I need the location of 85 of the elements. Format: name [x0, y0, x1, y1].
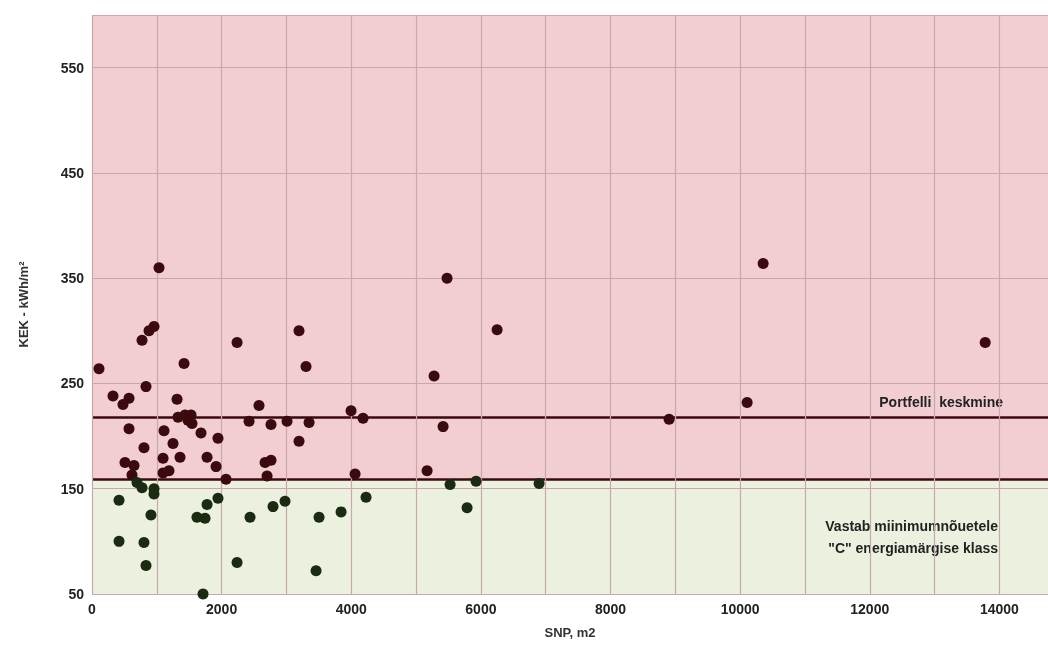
x-tick-label: 0: [88, 601, 97, 617]
point: [428, 370, 440, 382]
point: [421, 465, 433, 477]
x-tick-label: 6000: [465, 601, 497, 617]
point: [533, 477, 545, 489]
point: [267, 501, 279, 513]
point: [119, 456, 131, 468]
point: [663, 413, 675, 425]
ref-line-label: Portfelli keskmine: [879, 394, 1004, 411]
point: [461, 502, 473, 514]
point: [979, 336, 991, 348]
point: [310, 565, 322, 577]
point: [171, 393, 183, 405]
point: [163, 465, 175, 477]
point: [197, 588, 209, 600]
point: [138, 536, 150, 548]
point: [279, 495, 291, 507]
y-tick-label: 50: [68, 586, 85, 602]
point: [117, 399, 129, 411]
point: [265, 419, 277, 431]
point: [265, 454, 277, 466]
point: [113, 494, 125, 506]
x-tick-label: 10000: [720, 601, 760, 617]
point: [212, 432, 224, 444]
point: [140, 560, 152, 572]
x-tick-label: 12000: [850, 601, 890, 617]
point: [212, 492, 224, 504]
point: [136, 334, 148, 346]
y-axis-title: KEK - kWh/m²: [16, 260, 31, 348]
y-tick-label: 450: [60, 164, 85, 181]
point: [174, 451, 186, 463]
y-tick-label: 350: [60, 270, 85, 287]
point: [243, 415, 255, 427]
point: [244, 511, 256, 523]
x-tick-label: 4000: [335, 601, 368, 617]
point: [138, 442, 150, 454]
point: [107, 390, 119, 402]
point: [300, 361, 312, 373]
point: [210, 461, 222, 473]
point: [261, 470, 273, 482]
point: [437, 421, 449, 433]
point: [231, 336, 243, 348]
point: [253, 400, 265, 412]
point: [178, 357, 190, 369]
x-axis-title: SNP, m2: [544, 625, 596, 640]
point: [93, 363, 105, 375]
point: [199, 512, 211, 524]
point: [158, 425, 170, 437]
point: [157, 452, 169, 464]
point: [201, 499, 213, 511]
point: [128, 460, 140, 472]
point: [441, 272, 453, 284]
point: [195, 427, 207, 439]
point: [357, 412, 369, 424]
point: [281, 415, 293, 427]
band-label: Vastab miinimumnõuetele "C" energiamärgise klass: [825, 517, 999, 556]
point: [113, 535, 125, 547]
point: [349, 468, 361, 480]
point: [293, 325, 305, 337]
point: [167, 437, 179, 449]
point: [140, 381, 152, 393]
y-tick-label: 150: [60, 480, 85, 497]
point: [491, 324, 503, 336]
point: [345, 405, 357, 417]
point: [444, 479, 456, 491]
point: [313, 511, 325, 523]
point: [136, 482, 148, 494]
point: [757, 257, 769, 269]
point: [741, 396, 753, 408]
point: [360, 491, 372, 503]
x-tick-label: 8000: [594, 601, 627, 617]
point: [145, 509, 157, 521]
point: [123, 423, 135, 435]
point: [293, 435, 305, 447]
point: [220, 473, 232, 485]
x-tick-label: 2000: [206, 601, 238, 617]
point: [143, 325, 155, 337]
y-tick-label: 250: [60, 375, 85, 392]
y-tick-label: 550: [60, 59, 85, 76]
point: [335, 506, 347, 518]
point: [153, 262, 165, 274]
x-tick-label: 14000: [979, 601, 1020, 617]
point: [470, 475, 482, 487]
point: [201, 451, 213, 463]
point: [231, 556, 243, 568]
